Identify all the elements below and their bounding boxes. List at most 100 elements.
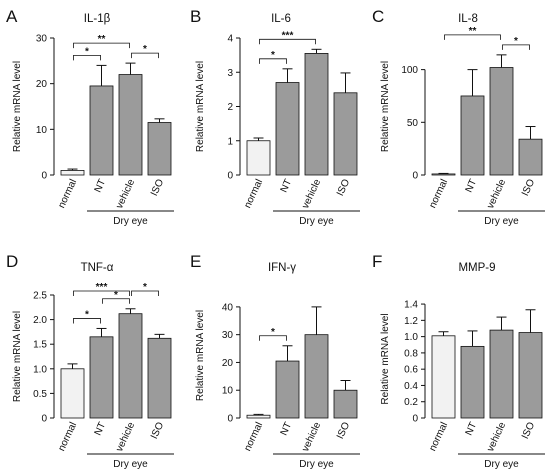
y-tick-label: 0.2 bbox=[404, 397, 418, 408]
significance-bracket bbox=[73, 318, 101, 324]
significance-bracket bbox=[73, 290, 130, 296]
y-axis-label: Relative mRNA level bbox=[195, 61, 206, 152]
y-tick-label: 1.2 bbox=[404, 316, 418, 327]
bar-iso bbox=[333, 389, 358, 419]
bar-nt bbox=[460, 95, 485, 176]
y-tick-label: 1.4 bbox=[404, 300, 418, 311]
significance-label: *** bbox=[282, 30, 294, 41]
bar-normal bbox=[246, 140, 271, 176]
group-label: Dry eye bbox=[484, 216, 519, 227]
x-tick-label: ISO bbox=[335, 177, 352, 197]
bar-vehicle bbox=[118, 313, 143, 419]
y-tick-label: 0 bbox=[227, 414, 233, 425]
y-tick-label: 0.6 bbox=[404, 365, 418, 376]
x-tick-label: ISO bbox=[335, 420, 352, 440]
y-tick-label: 0 bbox=[227, 171, 233, 182]
chart-panel-e: E IFN-γ Relative mRNA level 0 10 20 30 40 normal… bbox=[190, 252, 360, 470]
significance-bracket bbox=[259, 58, 287, 64]
bar-nt bbox=[460, 345, 485, 419]
group-label: Dry eye bbox=[484, 459, 519, 470]
y-tick-label: 0.5 bbox=[33, 389, 47, 400]
bar-nt bbox=[275, 82, 300, 176]
significance-bracket bbox=[73, 42, 130, 49]
x-tick-label: NT bbox=[279, 178, 295, 195]
significance-label: ** bbox=[98, 34, 106, 45]
x-tick-label: NT bbox=[93, 178, 109, 195]
x-tick-label: NT bbox=[93, 421, 109, 438]
y-axis-label: Relative mRNA level bbox=[12, 311, 23, 402]
significance-bracket bbox=[259, 335, 287, 341]
x-tick-label: NT bbox=[464, 178, 480, 195]
bar-normal bbox=[246, 414, 271, 419]
y-tick-label: 40 bbox=[222, 302, 234, 313]
chart-panel-d: D TNF-α Relative mRNA level 0 0.5 1.0 1.5 2.0 2.… bbox=[6, 252, 174, 470]
y-tick-label: 30 bbox=[36, 34, 48, 45]
x-tick-label: NT bbox=[464, 421, 480, 438]
x-tick-label: vehicle bbox=[485, 420, 508, 453]
x-tick-label: normal bbox=[427, 421, 450, 453]
bar-nt bbox=[89, 336, 114, 419]
y-tick-label: 1.5 bbox=[33, 340, 47, 351]
y-tick-label: 0 bbox=[41, 414, 47, 425]
x-tick-label: NT bbox=[279, 421, 295, 438]
chart-panel-f: F MMP-9 Relative mRNA level 0 0.2 0.4 0.6 0.8 1.… bbox=[372, 252, 545, 470]
y-tick-label: 10 bbox=[36, 125, 48, 136]
panel-letter: E bbox=[190, 252, 201, 271]
y-tick-label: 2.5 bbox=[33, 291, 47, 302]
panel-letter: C bbox=[372, 7, 384, 26]
significance-label: * bbox=[85, 46, 89, 57]
x-tick-label: normal bbox=[56, 421, 79, 453]
significance-label: * bbox=[143, 44, 147, 55]
panel-title: IL-6 bbox=[271, 13, 291, 25]
bar-iso bbox=[333, 92, 358, 176]
x-tick-label: normal bbox=[56, 178, 79, 210]
significance-bracket bbox=[131, 52, 159, 59]
y-tick-label: 2 bbox=[227, 102, 233, 113]
bar-vehicle bbox=[118, 74, 143, 176]
significance-bracket bbox=[73, 55, 101, 61]
y-axis-label: Relative mRNA level bbox=[12, 61, 23, 152]
panel-letter: D bbox=[6, 252, 18, 271]
bar-normal bbox=[431, 173, 456, 176]
x-tick-label: normal bbox=[242, 421, 265, 453]
significance-label: * bbox=[271, 50, 275, 61]
y-tick-label: 30 bbox=[222, 330, 234, 341]
panel-letter: B bbox=[190, 7, 201, 26]
x-tick-label: vehicle bbox=[114, 177, 137, 210]
significance-bracket bbox=[131, 290, 159, 296]
bar-iso bbox=[518, 332, 543, 419]
significance-label: * bbox=[271, 327, 275, 338]
bar-normal bbox=[60, 170, 85, 176]
y-tick-label: 2.0 bbox=[33, 315, 47, 326]
bar-normal bbox=[60, 368, 85, 419]
y-tick-label: 3 bbox=[227, 68, 233, 79]
x-tick-label: ISO bbox=[520, 420, 537, 440]
bar-vehicle bbox=[304, 334, 329, 419]
panel-title: IFN-γ bbox=[268, 262, 296, 274]
y-tick-label: 20 bbox=[36, 79, 48, 90]
y-tick-label: 10 bbox=[222, 386, 234, 397]
chart-panel-c: C IL-8 Relative mRNA level 0 50 100 normal NT ve… bbox=[372, 7, 545, 227]
y-axis-label: Relative mRNA level bbox=[195, 310, 206, 401]
y-tick-label: 0 bbox=[412, 171, 418, 182]
significance-label: ** bbox=[469, 26, 477, 37]
bar-vehicle bbox=[489, 329, 514, 419]
bar-iso bbox=[147, 122, 172, 176]
bar-normal bbox=[431, 335, 456, 419]
bar-iso bbox=[147, 337, 172, 419]
x-tick-label: ISO bbox=[149, 420, 166, 440]
group-label: Dry eye bbox=[299, 216, 334, 227]
y-tick-label: 1.0 bbox=[404, 332, 418, 343]
y-tick-label: 1 bbox=[227, 136, 233, 147]
x-tick-label: vehicle bbox=[300, 420, 323, 453]
y-tick-label: 0.4 bbox=[404, 381, 418, 392]
x-tick-label: ISO bbox=[149, 177, 166, 197]
group-label: Dry eye bbox=[299, 459, 334, 470]
y-tick-label: 0 bbox=[41, 171, 47, 182]
bar-nt bbox=[89, 85, 114, 176]
x-tick-label: vehicle bbox=[300, 177, 323, 210]
group-label: Dry eye bbox=[113, 459, 148, 470]
y-tick-label: 50 bbox=[407, 118, 419, 129]
significance-label: * bbox=[143, 282, 147, 293]
